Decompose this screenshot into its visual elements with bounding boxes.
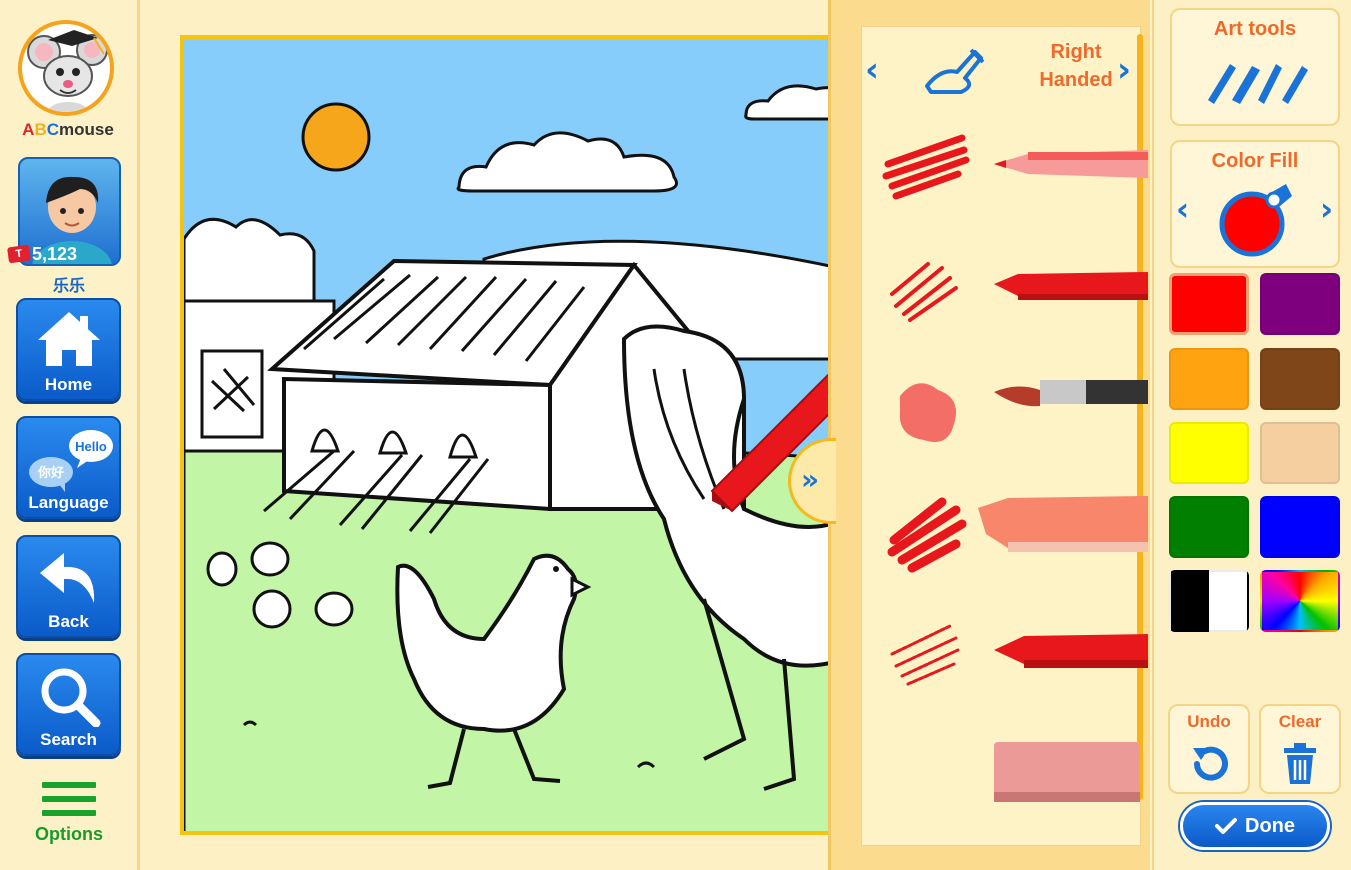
farm-coloring-picture xyxy=(184,39,836,831)
boy-avatar-icon xyxy=(32,176,112,264)
clear-label: Clear xyxy=(1278,712,1322,731)
writing-hand-icon xyxy=(925,48,985,94)
points-value: 5,123 xyxy=(32,243,78,264)
back-button[interactable]: Back xyxy=(16,535,121,638)
avatar[interactable] xyxy=(18,157,121,266)
mouse-mascot-icon xyxy=(18,20,114,116)
search-button[interactable]: Search xyxy=(16,653,121,756)
undo-button[interactable]: Undo xyxy=(1168,704,1250,794)
handedness-line1: Right xyxy=(1050,41,1102,63)
handedness-next-arrow[interactable]: › xyxy=(1117,50,1132,90)
logo-wordmark: ABCmouse xyxy=(22,120,114,139)
back-arrow-icon xyxy=(39,553,94,603)
eraser-tool[interactable] xyxy=(858,736,1150,836)
ticket-icon: T xyxy=(6,244,32,264)
magnifier-icon xyxy=(41,668,100,727)
handedness-label: Right Handed xyxy=(1011,38,1141,94)
house-icon xyxy=(37,312,100,366)
thick-crayon-tool[interactable] xyxy=(858,614,1150,714)
trash-icon xyxy=(1284,743,1316,784)
marker-cursor-icon xyxy=(710,365,836,513)
swatch-orange[interactable] xyxy=(1169,348,1249,410)
handedness-prev-arrow[interactable]: ‹ xyxy=(865,50,880,90)
art-tools-title: Art tools xyxy=(1213,18,1297,40)
home-button[interactable]: Home xyxy=(16,298,121,401)
nihao-bubble-text: 你好 xyxy=(36,465,63,481)
color-fill-prev-arrow[interactable]: ‹ xyxy=(1176,190,1190,228)
swatch-rainbow-picker[interactable] xyxy=(1260,570,1340,632)
highlighter-icon xyxy=(887,496,1148,573)
paintbrush-tool[interactable] xyxy=(858,368,1150,468)
undo-icon xyxy=(1193,746,1228,781)
user-name: 乐乐 xyxy=(52,276,85,295)
options-label: Options xyxy=(35,824,103,844)
hello-bubble-text: Hello xyxy=(75,439,107,454)
color-fill-card: Color Fill ‹ › xyxy=(1170,140,1340,268)
coloring-canvas[interactable] xyxy=(180,35,840,835)
home-label: Home xyxy=(44,375,93,394)
color-fill-title: Color Fill xyxy=(1211,150,1299,172)
language-label: Language xyxy=(28,493,109,512)
eraser-icon xyxy=(994,742,1140,802)
pencil-tool[interactable] xyxy=(858,254,1150,354)
back-label: Back xyxy=(48,612,89,631)
highlighter-tool[interactable] xyxy=(858,490,1150,590)
swatch-blue[interactable] xyxy=(1260,496,1340,558)
options-button[interactable]: Options xyxy=(15,782,123,862)
clear-button[interactable]: Clear xyxy=(1259,704,1341,794)
tools-scrollbar[interactable] xyxy=(1137,34,1143,800)
swatch-peach[interactable] xyxy=(1260,422,1340,484)
current-color-icon[interactable] xyxy=(1216,178,1296,258)
swatch-black-white[interactable] xyxy=(1169,570,1249,632)
search-label: Search xyxy=(40,730,97,749)
speech-bubbles-icon: Hello 你好 xyxy=(28,430,113,492)
thick-crayon-icon xyxy=(890,624,1148,686)
swatch-purple[interactable] xyxy=(1260,273,1340,335)
crayon-icon xyxy=(882,134,1148,200)
pencil-icon xyxy=(890,262,1148,322)
abcmouse-logo[interactable]: ABCmouse xyxy=(15,8,121,139)
done-button[interactable]: Done xyxy=(1180,802,1330,850)
swatch-red[interactable] xyxy=(1169,273,1249,335)
paintbrush-icon xyxy=(899,380,1148,442)
art-tools-card[interactable]: Art tools xyxy=(1170,8,1340,126)
swatch-yellow[interactable] xyxy=(1169,422,1249,484)
left-sidebar: ABCmouse T 5,123 乐乐 Home Hello 你好 La xyxy=(0,0,140,870)
checkmark-icon xyxy=(1215,818,1237,834)
handedness-line2: Handed xyxy=(1039,69,1113,91)
swatch-brown[interactable] xyxy=(1260,348,1340,410)
crayon-tool[interactable] xyxy=(858,130,1150,230)
points-counter: T 5,123 xyxy=(6,242,78,266)
done-label: Done xyxy=(1245,814,1295,837)
handedness-selector: ‹ Right Handed › xyxy=(861,34,1141,104)
hamburger-menu-icon xyxy=(15,782,123,816)
color-fill-next-arrow[interactable]: › xyxy=(1320,190,1334,228)
language-button[interactable]: Hello 你好 Language xyxy=(16,416,121,519)
double-chevron-icon: » xyxy=(801,463,820,496)
undo-label: Undo xyxy=(1187,712,1231,731)
art-tools-icon xyxy=(1208,64,1308,104)
swatch-green[interactable] xyxy=(1169,496,1249,558)
